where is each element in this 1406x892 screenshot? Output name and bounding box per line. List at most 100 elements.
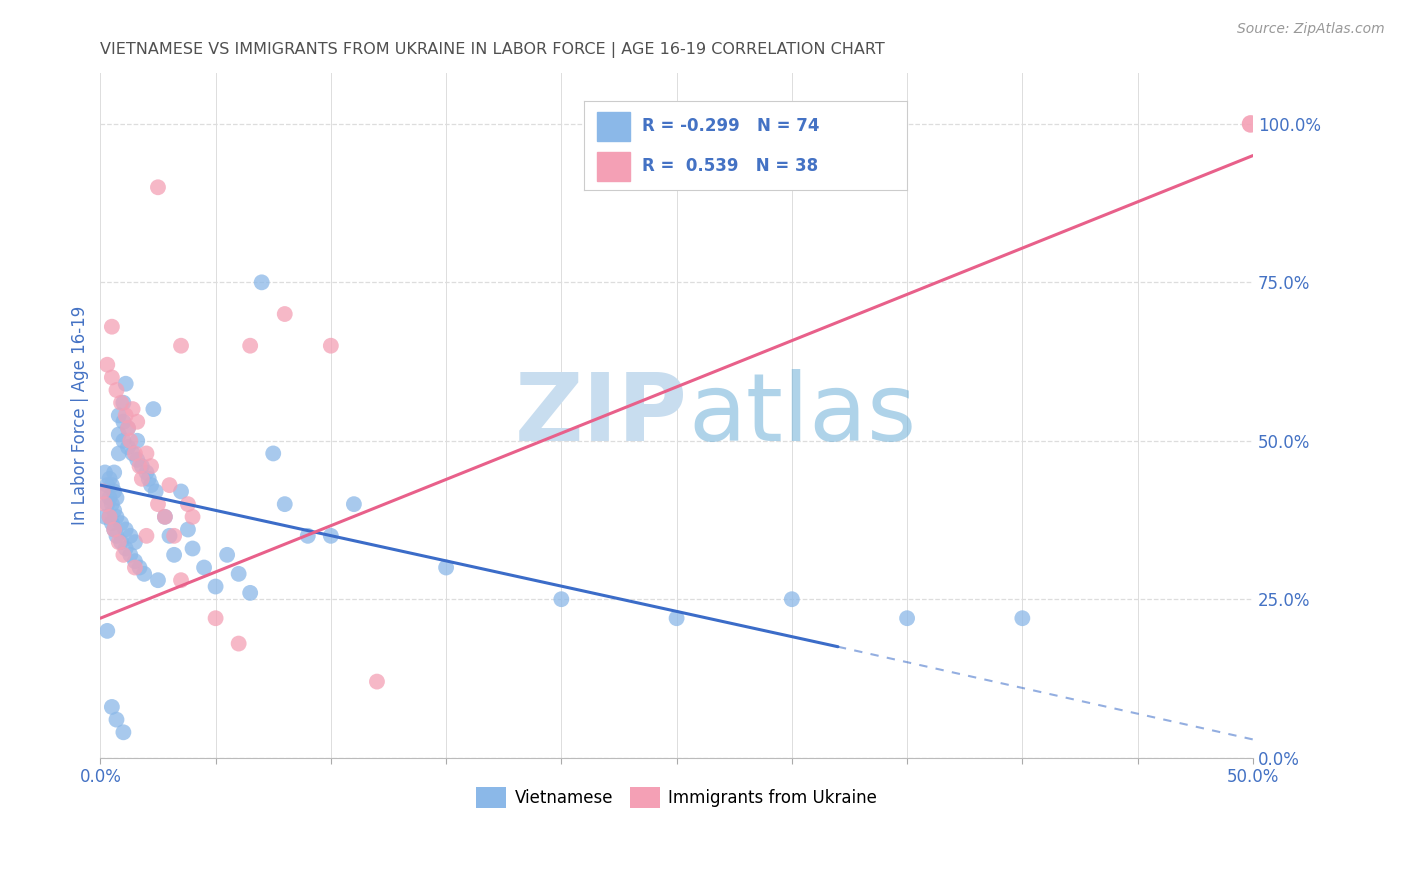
Point: [114, 523, 136, 537]
Point: [114, 541, 136, 556]
Point: [163, 548, 186, 562]
Point: [103, 503, 125, 517]
Point: [896, 611, 918, 625]
Point: [120, 548, 142, 562]
Point: [135, 466, 157, 480]
Point: [124, 446, 146, 460]
Point: [135, 446, 157, 460]
Point: [163, 529, 186, 543]
Point: [274, 497, 297, 511]
Point: [138, 472, 160, 486]
Point: [105, 713, 128, 727]
Text: atlas: atlas: [688, 369, 917, 461]
Point: [131, 459, 153, 474]
Text: Source: ZipAtlas.com: Source: ZipAtlas.com: [1237, 22, 1385, 37]
Point: [112, 725, 135, 739]
Point: [117, 440, 139, 454]
Point: [250, 276, 273, 290]
Point: [134, 566, 156, 581]
Point: [105, 529, 128, 543]
Point: [98, 509, 121, 524]
Point: [228, 636, 250, 650]
Point: [117, 421, 139, 435]
Point: [107, 427, 129, 442]
Point: [239, 339, 262, 353]
Text: VIETNAMESE VS IMMIGRANTS FROM UKRAINE IN LABOR FORCE | AGE 16-19 CORRELATION CHA: VIETNAMESE VS IMMIGRANTS FROM UKRAINE IN…: [100, 42, 886, 58]
Point: [117, 421, 139, 435]
Y-axis label: In Labor Force | Age 16-19: In Labor Force | Age 16-19: [72, 306, 89, 525]
Point: [153, 509, 176, 524]
Point: [146, 497, 169, 511]
Point: [110, 535, 132, 549]
Point: [107, 409, 129, 423]
Point: [181, 509, 204, 524]
Point: [159, 478, 181, 492]
Point: [101, 516, 124, 531]
Point: [274, 307, 297, 321]
Point: [124, 560, 146, 574]
Point: [101, 700, 124, 714]
Point: [96, 624, 118, 638]
Point: [204, 580, 226, 594]
Point: [153, 509, 176, 524]
Point: [107, 446, 129, 460]
Point: [1011, 611, 1033, 625]
Point: [96, 358, 118, 372]
Point: [112, 548, 135, 562]
Point: [98, 472, 121, 486]
Point: [112, 434, 135, 448]
Point: [366, 674, 388, 689]
Point: [170, 573, 193, 587]
Point: [145, 484, 167, 499]
Point: [101, 370, 124, 384]
Point: [177, 497, 200, 511]
Point: [228, 566, 250, 581]
Point: [91, 484, 114, 499]
Point: [319, 339, 342, 353]
Point: [110, 516, 132, 531]
Point: [434, 560, 457, 574]
Point: [239, 586, 262, 600]
Point: [94, 509, 117, 524]
Point: [780, 592, 803, 607]
Point: [105, 509, 128, 524]
Point: [146, 180, 169, 194]
Point: [98, 491, 121, 505]
Point: [114, 409, 136, 423]
Point: [159, 529, 181, 543]
Point: [204, 611, 226, 625]
Point: [107, 535, 129, 549]
Point: [103, 484, 125, 499]
Point: [665, 611, 688, 625]
Point: [127, 452, 149, 467]
Point: [139, 478, 162, 492]
Point: [120, 529, 142, 543]
Point: [105, 491, 128, 505]
Point: [120, 434, 142, 448]
Point: [139, 459, 162, 474]
Point: [121, 402, 143, 417]
Point: [181, 541, 204, 556]
Point: [110, 396, 132, 410]
Point: [103, 523, 125, 537]
Point: [319, 529, 342, 543]
Point: [112, 396, 135, 410]
Point: [131, 472, 153, 486]
Point: [262, 446, 284, 460]
Point: [1239, 117, 1261, 131]
Point: [114, 376, 136, 391]
Point: [94, 497, 117, 511]
Point: [105, 383, 128, 397]
Point: [550, 592, 572, 607]
Point: [101, 497, 124, 511]
Point: [343, 497, 366, 511]
Point: [91, 484, 114, 499]
Point: [297, 529, 319, 543]
Point: [96, 478, 118, 492]
Point: [128, 560, 150, 574]
Point: [170, 339, 193, 353]
Point: [121, 446, 143, 460]
Legend: Vietnamese, Immigrants from Ukraine: Vietnamese, Immigrants from Ukraine: [470, 780, 883, 814]
Point: [177, 523, 200, 537]
Point: [98, 509, 121, 524]
